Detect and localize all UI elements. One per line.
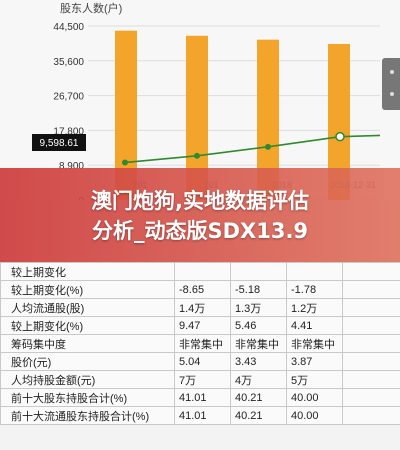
y-tick-label: 17,800 [53,126,84,137]
row-label: 前十大流通股东持股合计(%) [0,406,175,425]
cell-value: 非常集中 [230,334,287,353]
line-point [265,143,271,150]
bar [257,39,279,200]
cell-value: -5.18 [230,280,287,299]
cell-value [230,262,287,281]
y-axis-title: 股东人数(户) [60,1,122,15]
headline-line-2: 分析_动态版SDX13.9 [91,219,309,243]
table-row: 前十大流通股东持股合计(%) 41.01 40.21 40.00 [0,406,400,425]
row-label: 筹码集中度 [0,334,175,353]
cell-value: 5.46 [230,316,287,335]
table-row: 筹码集中度 非常集中 非常集中 非常集中 [0,334,400,353]
cell-value: 3.43 [230,352,287,371]
cell-value: 40.21 [230,388,287,407]
cell-value [342,262,400,281]
cell-value: 41.01 [174,406,231,425]
cell-value: 非常集中 [286,334,343,353]
table-row: 前十大股东持股合计(%) 41.01 40.21 40.00 [0,388,400,407]
cell-value: 40.21 [230,406,287,425]
y-tick-label: 44,500 [53,22,84,33]
cell-value: 非常集中 [174,334,231,353]
y-tick-label: 8,900 [59,161,84,172]
line-point [194,152,200,159]
bar [186,35,208,200]
scroll-handle-dot-2 [390,92,394,96]
cell-value [342,316,400,335]
row-label: 人均流通股(股) [0,298,175,317]
row-label: 人均持股金额(元) [0,370,175,389]
y-tick-label: 26,700 [53,92,84,103]
cell-value: 40.00 [286,388,343,407]
shareholder-table: 较上期变化 较上期变化(%) -8.65 -5.18 -1.78 人均流通股(股) 1.4万… [0,262,400,425]
scroll-handle-dot-1 [390,70,394,74]
row-label: 较上期变化(%) [0,280,175,299]
cell-value [286,262,343,281]
row-label: 较上期变化(%) [0,316,175,335]
cell-value: 4万 [230,370,287,389]
cell-value: 1.3万 [230,298,287,317]
crosshair-label-text: 9,598.61 [40,138,79,149]
table-row: 较上期变化(%) -8.65 -5.18 -1.78 [0,280,400,299]
line-point [122,159,128,166]
cell-value [342,352,400,371]
cell-value: 3.87 [286,352,343,371]
cell-value: 9.47 [174,316,231,335]
cell-value: 5万 [286,370,343,389]
headline-banner: 澳门炮狗,实地数据评估 分析_动态版SDX13.9 [0,168,400,264]
cell-value: 40.00 [286,406,343,425]
row-label: 较上期变化 [0,262,175,281]
cell-value [174,262,231,281]
y-tick-label: 35,600 [53,57,84,68]
row-label: 前十大股东持股合计(%) [0,388,175,407]
cell-value: -1.78 [286,280,343,299]
table-row: 较上期变化 [0,262,400,281]
bar [115,30,137,200]
cell-value: 1.4万 [174,298,231,317]
cell-value: 1.2万 [286,298,343,317]
scroll-handle[interactable] [382,58,400,110]
cell-value: 5.04 [174,352,231,371]
cell-value: 7万 [174,370,231,389]
cell-value [342,388,400,407]
line-point [335,131,345,142]
crosshair-label-box [32,134,86,151]
cell-value [342,280,400,299]
cell-value [342,334,400,353]
cell-value: 4.41 [286,316,343,335]
table-row: 股价(元) 5.04 3.43 3.87 [0,352,400,371]
cell-value [342,406,400,425]
cell-value [342,370,400,389]
table-row: 人均流通股(股) 1.4万 1.3万 1.2万 [0,298,400,317]
cell-value: 41.01 [174,388,231,407]
table-row: 人均持股金额(元) 7万 4万 5万 [0,370,400,389]
row-label: 股价(元) [0,352,175,371]
crosshair-label: 9,598.61 [32,134,86,151]
cell-value [342,298,400,317]
headline-line-1: 澳门炮狗,实地数据评估 [91,189,309,213]
table-row: 较上期变化(%) 9.47 5.46 4.41 [0,316,400,335]
cell-value: -8.65 [174,280,231,299]
bar [328,43,350,200]
